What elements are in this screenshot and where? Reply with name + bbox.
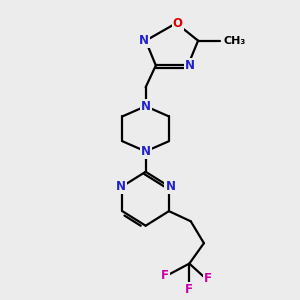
Text: N: N (139, 34, 149, 47)
Text: N: N (165, 180, 176, 193)
Text: N: N (185, 59, 195, 72)
Text: N: N (141, 100, 151, 113)
Text: N: N (141, 145, 151, 158)
Text: F: F (204, 272, 212, 285)
Text: F: F (185, 283, 193, 296)
Text: CH₃: CH₃ (224, 36, 246, 46)
Text: F: F (161, 269, 169, 282)
Text: N: N (116, 180, 126, 193)
Text: O: O (173, 17, 183, 30)
